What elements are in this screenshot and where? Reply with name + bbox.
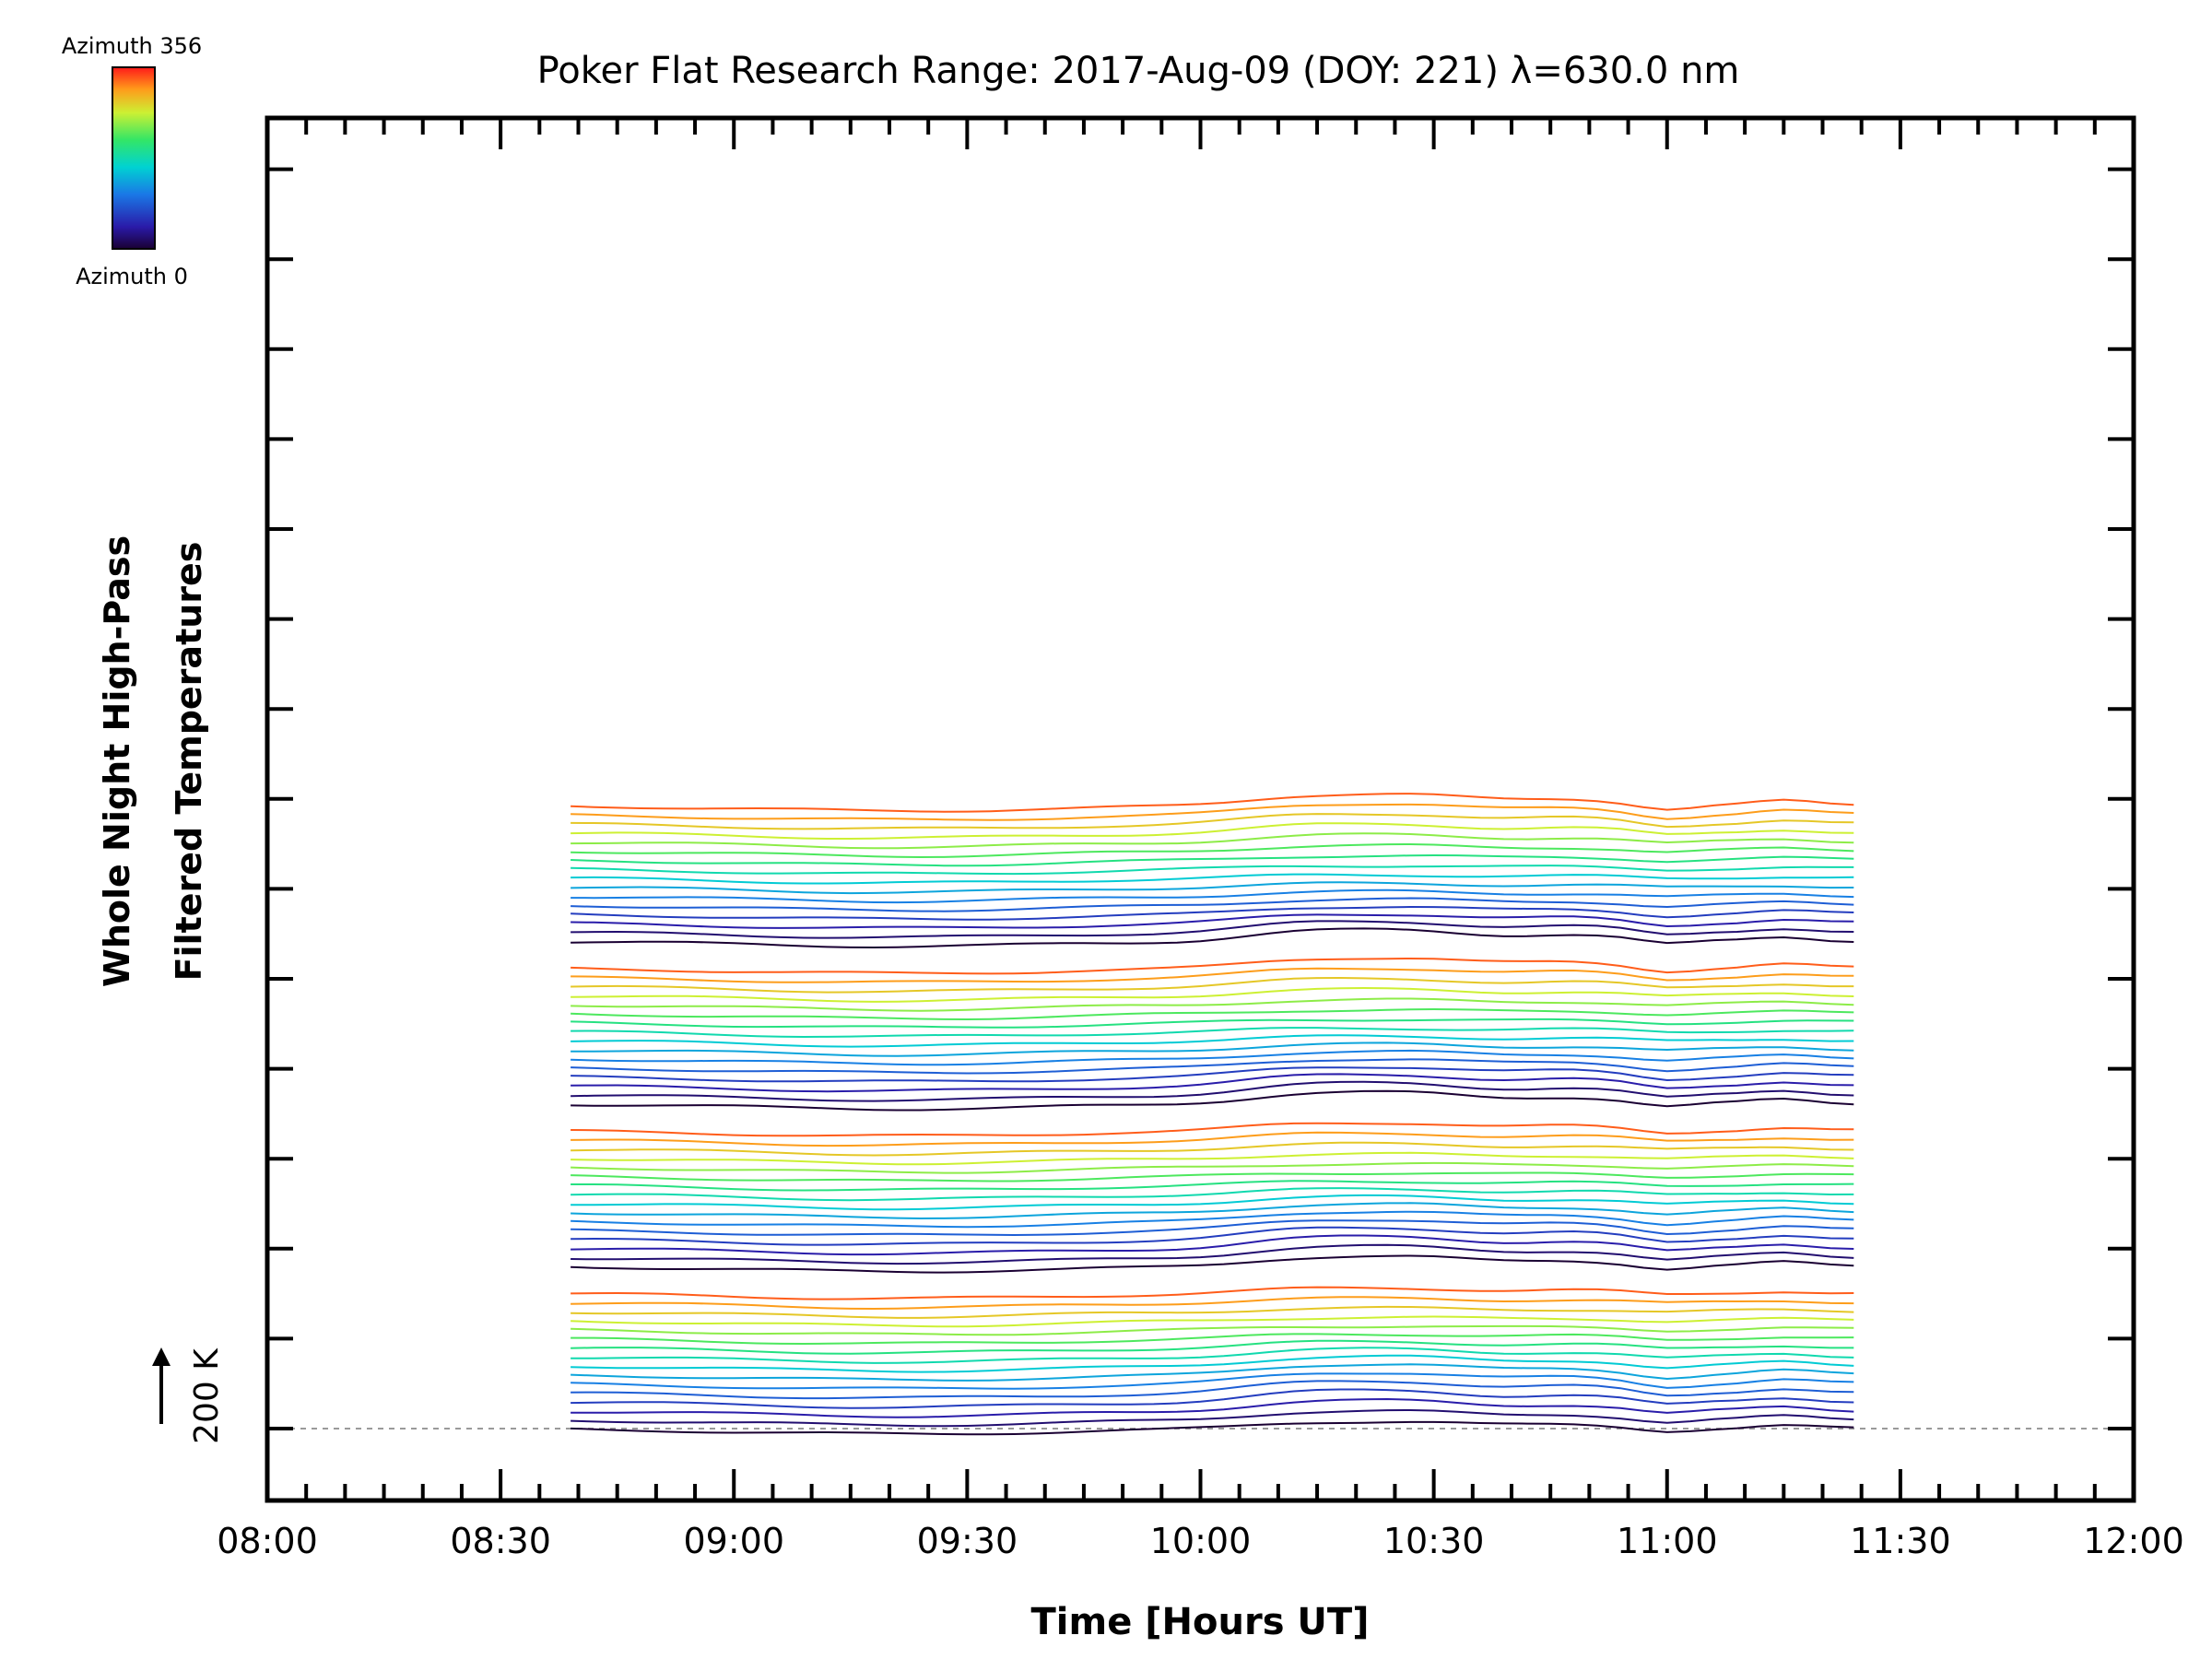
temperature-trace bbox=[571, 1286, 1854, 1300]
y-axis-label: Whole Night High-Pass Filtered Temperatu… bbox=[97, 535, 209, 987]
temperature-trace bbox=[571, 1202, 1854, 1220]
x-tick-label: 10:00 bbox=[1150, 1521, 1252, 1561]
temperature-trace bbox=[571, 997, 1854, 1012]
temperature-trace bbox=[571, 1210, 1854, 1229]
temperature-trace bbox=[571, 1080, 1854, 1102]
temperature-trace bbox=[571, 1027, 1854, 1039]
temperature-trace bbox=[571, 1141, 1854, 1157]
temperature-trace bbox=[571, 1226, 1854, 1246]
temperature-trace bbox=[571, 1151, 1854, 1166]
x-axis-ticks: 08:00 08:30 09:00 09:30 10:00 10:30 11:00 11:30… bbox=[217, 118, 2184, 1561]
x-tick-label: 11:30 bbox=[1850, 1521, 1951, 1561]
scale-bar-label: 200 K bbox=[188, 1347, 226, 1444]
colorbar-bottom-label: Azimuth 0 bbox=[76, 264, 188, 289]
scale-bar-arrowhead bbox=[152, 1347, 171, 1366]
x-tick-label: 08:30 bbox=[450, 1521, 551, 1561]
temperature-trace bbox=[571, 1305, 1854, 1319]
temperature-trace bbox=[571, 1007, 1854, 1021]
y-axis-label-line1: Whole Night High-Pass bbox=[97, 535, 137, 987]
temperature-trace bbox=[571, 1187, 1854, 1202]
temperature-trace bbox=[571, 1254, 1854, 1274]
temperature-trace bbox=[571, 793, 1854, 813]
temperature-trace bbox=[571, 927, 1854, 949]
colorbar-top-label: Azimuth 356 bbox=[62, 33, 202, 59]
temperature-trace bbox=[571, 1380, 1854, 1400]
scale-bar: 200 K bbox=[152, 1347, 226, 1444]
temperature-trace bbox=[571, 1234, 1854, 1256]
temperature-trace bbox=[571, 1180, 1854, 1192]
temperature-traces bbox=[571, 793, 1854, 1436]
temperature-trace bbox=[571, 913, 1854, 929]
temperature-trace bbox=[571, 1388, 1854, 1409]
temperature-trace bbox=[571, 842, 1854, 859]
x-tick-label: 09:00 bbox=[683, 1521, 784, 1561]
temperature-trace bbox=[571, 1354, 1854, 1373]
colorbar-gradient bbox=[112, 67, 155, 249]
temperature-trace bbox=[571, 1347, 1854, 1364]
colorbar: Azimuth 356 Azimuth 0 bbox=[62, 33, 202, 289]
x-tick-label: 11:00 bbox=[1617, 1521, 1718, 1561]
temperature-trace bbox=[571, 1018, 1854, 1029]
x-tick-label: 08:00 bbox=[217, 1521, 318, 1561]
temperature-trace bbox=[571, 1397, 1854, 1418]
temperature-trace bbox=[571, 1131, 1854, 1147]
temperature-trace bbox=[571, 1315, 1854, 1328]
temperature-trace bbox=[571, 832, 1854, 850]
temperature-trace bbox=[571, 1296, 1854, 1311]
temperature-trace bbox=[571, 1049, 1854, 1066]
temperature-trace bbox=[571, 813, 1854, 830]
temperature-trace bbox=[571, 1073, 1854, 1093]
temperature-trace bbox=[571, 1243, 1854, 1265]
temperature-trace bbox=[571, 1041, 1854, 1057]
y-axis-label-line2: Filtered Temperatures bbox=[169, 542, 209, 982]
x-tick-label: 09:30 bbox=[917, 1521, 1018, 1561]
temperature-trace bbox=[571, 803, 1854, 821]
x-axis-label: Time [Hours UT] bbox=[1031, 1601, 1370, 1643]
temperature-trace bbox=[571, 1363, 1854, 1382]
temperature-trace bbox=[571, 881, 1854, 895]
temperature-trace bbox=[571, 888, 1854, 904]
temperature-trace bbox=[571, 1372, 1854, 1390]
temperature-trace bbox=[571, 865, 1854, 876]
temperature-trace bbox=[571, 1058, 1854, 1075]
plot-frame bbox=[265, 115, 2136, 1503]
x-tick-label: 10:30 bbox=[1383, 1521, 1485, 1561]
temperature-trace bbox=[571, 986, 1854, 1003]
temperature-trace bbox=[571, 1089, 1854, 1112]
temperature-trace bbox=[571, 1194, 1854, 1211]
temperature-trace bbox=[571, 1420, 1854, 1436]
temperature-trace bbox=[571, 1408, 1854, 1428]
temperature-trace bbox=[571, 967, 1854, 983]
temperature-trace bbox=[571, 1161, 1854, 1174]
temperature-trace bbox=[571, 1034, 1854, 1048]
temperature-trace bbox=[571, 1324, 1854, 1336]
temperature-trace bbox=[571, 853, 1854, 867]
temperature-trace bbox=[571, 920, 1854, 939]
temperature-trace bbox=[571, 976, 1854, 994]
temperature-trace bbox=[571, 1066, 1854, 1083]
colorbar-frame bbox=[112, 66, 156, 250]
temperature-trace bbox=[571, 897, 1854, 912]
temperature-trace bbox=[571, 957, 1854, 975]
temperature-trace bbox=[571, 1333, 1854, 1346]
temperature-trace bbox=[571, 1122, 1854, 1137]
temperature-trace bbox=[571, 905, 1854, 921]
temperature-trace bbox=[571, 822, 1854, 840]
temperature-trace bbox=[571, 1339, 1854, 1355]
temperature-trace bbox=[571, 1171, 1854, 1182]
x-tick-label: 12:00 bbox=[2083, 1521, 2184, 1561]
chart-title: Poker Flat Research Range: 2017-Aug-09 (… bbox=[537, 50, 1740, 92]
temperature-trace bbox=[571, 1219, 1854, 1237]
left-axis-ticks bbox=[267, 167, 2134, 1430]
temperature-trace bbox=[571, 873, 1854, 885]
